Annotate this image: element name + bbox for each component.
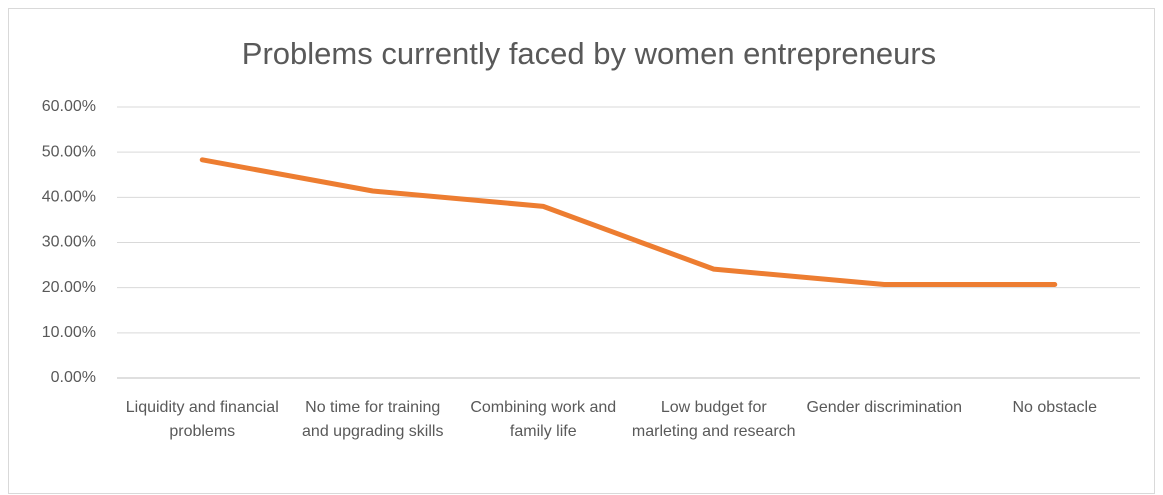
y-tick-label: 10.00% xyxy=(42,324,96,341)
x-tick-label: No time for training and upgrading skill… xyxy=(302,399,444,440)
x-tick-label: Liquidity and financial problems xyxy=(125,399,279,440)
x-tick-label: Gender discrimination xyxy=(806,399,963,416)
y-tick-label: 40.00% xyxy=(42,189,96,206)
x-tick-label: No obstacle xyxy=(1012,399,1098,416)
y-tick-label: 60.00% xyxy=(42,98,96,115)
y-tick-label: 30.00% xyxy=(42,234,96,251)
chart-title: Problems currently faced by women entrep… xyxy=(242,36,936,71)
y-tick-label: 0.00% xyxy=(51,369,96,386)
y-tick-label: 20.00% xyxy=(42,279,96,296)
x-tick-label: Low budget for marleting and research xyxy=(631,399,796,440)
chart-border xyxy=(8,8,1155,494)
y-tick-label: 50.00% xyxy=(42,143,96,160)
line-series xyxy=(199,157,1058,288)
x-tick-label: Combining work and family life xyxy=(470,399,617,440)
